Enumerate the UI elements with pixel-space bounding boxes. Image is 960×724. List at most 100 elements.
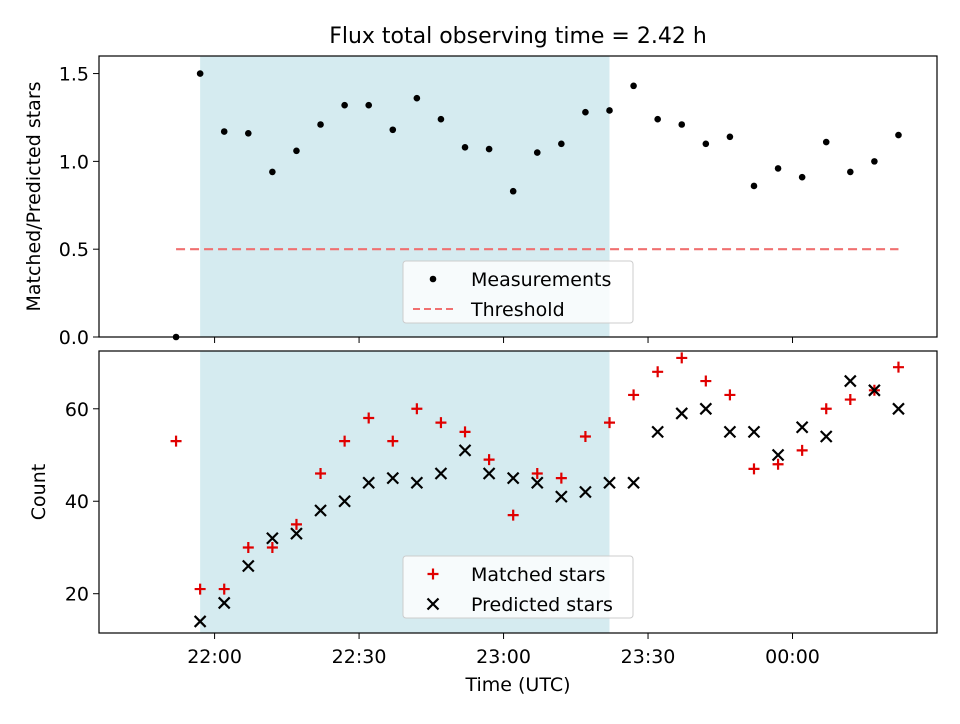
measurement-point <box>798 173 806 181</box>
predicted-star-point <box>482 467 496 480</box>
y-tick-label: 40 <box>65 491 89 513</box>
measurement-point <box>196 70 204 77</box>
chart-title: Flux total observing time = 2.42 h <box>329 24 707 49</box>
legend-predicted-stars-swatch <box>426 597 440 611</box>
predicted-star-point <box>193 615 207 628</box>
predicted-star-point <box>747 425 761 439</box>
predicted-star-point <box>266 531 279 545</box>
y-tick-label: 1.5 <box>59 64 89 86</box>
matched-star-point <box>604 417 616 429</box>
measurement-point <box>847 168 854 176</box>
predicted-star-point <box>362 476 375 490</box>
matched-star-point <box>459 426 471 438</box>
y-axis-label: Count <box>28 464 50 520</box>
x-tick-label: 23:30 <box>621 646 676 668</box>
predicted-star-point <box>314 504 327 517</box>
measurement-point <box>726 133 734 141</box>
measurement-point <box>750 182 758 190</box>
measurement-point <box>822 138 830 146</box>
measurement-point <box>774 165 782 172</box>
measurement-point <box>244 129 252 137</box>
measurement-point <box>485 145 493 153</box>
predicted-star-point <box>506 471 520 485</box>
x-axis-label: Time (UTC) <box>464 674 570 696</box>
predicted-star-point <box>675 407 689 420</box>
x-tick-label: 22:30 <box>332 646 387 668</box>
matched-star-point <box>796 444 808 456</box>
measurement-point <box>293 147 300 155</box>
measurement-point <box>895 131 902 139</box>
predicted-star-point <box>434 467 448 480</box>
matched-star-point <box>387 435 399 447</box>
measurement-point <box>413 94 421 102</box>
matched-star-point <box>411 403 423 415</box>
matched-star-point <box>700 375 712 387</box>
matched-star-point <box>170 435 182 447</box>
legend-box <box>402 260 634 324</box>
predicted-star-point <box>290 527 303 540</box>
predicted-star-point <box>651 425 664 439</box>
matched-star-point <box>435 417 447 429</box>
plot-frame <box>98 350 938 634</box>
matched-star-point <box>676 352 688 364</box>
predicted-star-point <box>555 490 568 503</box>
x-tick-label: 00:00 <box>765 646 820 668</box>
matched-star-point <box>748 463 760 475</box>
matched-star-point <box>652 366 664 378</box>
measurement-point <box>509 187 517 195</box>
predicted-star-point <box>892 402 905 416</box>
predicted-star-point <box>386 471 400 485</box>
legend-threshold-label: Threshold <box>470 299 565 321</box>
predicted-star-point <box>338 494 351 508</box>
y-tick-label: 1.0 <box>59 151 89 173</box>
matched-star-point <box>266 541 278 553</box>
measurement-point <box>558 140 565 148</box>
matched-star-point <box>290 518 302 530</box>
legend-matched-stars-swatch <box>427 568 439 580</box>
legend-measurements-swatch <box>429 275 437 283</box>
y-axis-label: Matched/Predicted stars <box>23 81 45 311</box>
measurement-point <box>341 101 348 109</box>
measurement-point <box>461 144 469 151</box>
legend-measurements-label: Measurements <box>471 269 611 291</box>
predicted-star-point <box>723 425 737 439</box>
count-panel: 20 40 60 22:00 22:30 23:00 23:30 00:00 Count Time… <box>28 350 938 696</box>
matched-star-point <box>892 361 904 373</box>
matched-star-point <box>218 583 230 595</box>
x-tick-label: 23:00 <box>476 646 531 668</box>
predicted-star-point <box>410 476 424 490</box>
predicted-star-point <box>819 430 833 443</box>
measurement-point <box>365 101 373 109</box>
measurement-point <box>220 128 228 135</box>
matched-star-point <box>844 394 856 406</box>
measurement-point <box>630 82 637 90</box>
y-tick-label: 0.5 <box>59 239 89 261</box>
predicted-star-point <box>795 421 809 434</box>
matched-star-point <box>339 435 351 447</box>
legend-predicted-stars-label: Predicted stars <box>471 594 613 616</box>
measurement-point <box>582 108 589 116</box>
measurement-point <box>317 121 324 128</box>
y-tick-label: 0.0 <box>59 327 89 349</box>
measurement-point <box>269 168 276 176</box>
measurement-point <box>533 149 541 156</box>
matched-star-point <box>483 454 495 466</box>
y-tick-label: 60 <box>65 399 89 421</box>
matched-star-point <box>555 472 567 484</box>
y-tick-label: 20 <box>65 584 89 606</box>
matched-star-point <box>507 509 519 521</box>
predicted-star-point <box>699 402 713 416</box>
predicted-star-point <box>242 559 255 573</box>
predicted-star-point <box>844 374 857 388</box>
matched-star-point <box>194 583 206 595</box>
legend-matched-stars-label: Matched stars <box>471 564 605 586</box>
measurement-point <box>654 115 661 123</box>
measurement-point <box>606 107 613 114</box>
predicted-star-point <box>458 444 472 457</box>
measurement-point <box>678 121 686 128</box>
measurement-point <box>437 115 445 123</box>
predicted-star-point <box>579 485 592 499</box>
predicted-star-point <box>627 476 640 490</box>
predicted-star-point <box>217 596 231 610</box>
